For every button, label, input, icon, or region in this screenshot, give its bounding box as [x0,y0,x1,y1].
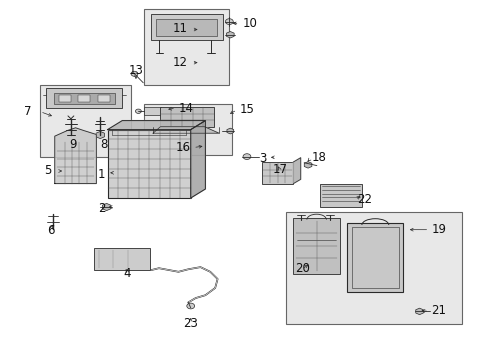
FancyBboxPatch shape [59,95,71,102]
Circle shape [131,71,138,76]
Text: 2: 2 [98,202,105,215]
FancyBboxPatch shape [94,248,150,270]
FancyBboxPatch shape [346,223,403,292]
FancyBboxPatch shape [285,212,461,324]
Text: 15: 15 [239,103,254,116]
Text: 9: 9 [69,138,77,150]
Polygon shape [190,121,205,198]
FancyBboxPatch shape [293,218,339,274]
Circle shape [225,19,233,24]
Polygon shape [293,158,300,184]
Polygon shape [55,128,96,184]
FancyBboxPatch shape [156,19,217,36]
FancyBboxPatch shape [54,93,115,104]
Text: 22: 22 [356,193,371,206]
Text: 23: 23 [183,317,198,330]
FancyBboxPatch shape [144,107,161,115]
Text: 4: 4 [123,267,131,280]
FancyBboxPatch shape [40,85,131,157]
Text: 17: 17 [272,163,286,176]
FancyBboxPatch shape [144,9,228,85]
Text: 16: 16 [175,141,190,154]
Text: 11: 11 [172,22,187,35]
Text: 20: 20 [294,262,309,275]
FancyBboxPatch shape [320,184,361,207]
Text: 19: 19 [430,223,446,236]
Circle shape [135,109,141,113]
FancyBboxPatch shape [150,14,223,40]
Text: 14: 14 [178,102,193,114]
FancyBboxPatch shape [46,88,122,108]
Text: 12: 12 [172,57,187,69]
FancyBboxPatch shape [160,107,214,127]
FancyBboxPatch shape [261,162,293,184]
FancyBboxPatch shape [98,95,110,102]
Text: 7: 7 [24,105,32,118]
Text: 21: 21 [430,304,446,317]
Circle shape [243,154,250,159]
FancyBboxPatch shape [144,104,232,155]
Text: 6: 6 [47,224,55,237]
Text: 1: 1 [98,168,105,181]
Text: 8: 8 [100,138,108,150]
FancyBboxPatch shape [78,95,90,102]
Polygon shape [153,127,219,133]
Circle shape [186,303,194,309]
Text: 10: 10 [242,17,257,30]
Polygon shape [107,121,205,130]
FancyBboxPatch shape [107,130,190,198]
Text: 18: 18 [311,151,326,164]
Text: 5: 5 [44,165,51,177]
Text: 3: 3 [259,152,266,165]
Text: 13: 13 [128,64,143,77]
